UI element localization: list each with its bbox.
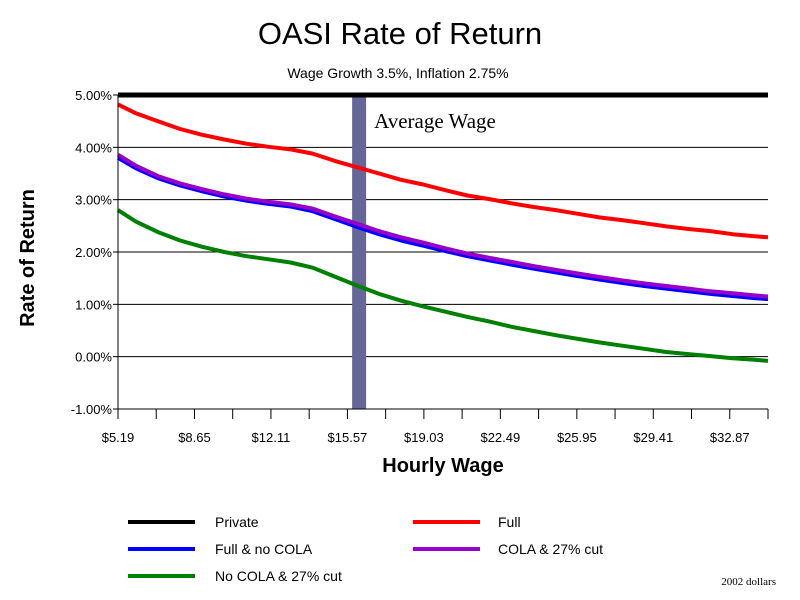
y-tick-label: 0.00% (75, 350, 112, 365)
series-line-cola-27-cut (116, 152, 769, 299)
y-tick-label: 2.00% (75, 245, 112, 260)
average-wage-bar (352, 95, 367, 409)
y-tick-label: 1.00% (75, 297, 112, 312)
legend-label: Full (498, 514, 521, 530)
x-tick-label: $5.19 (102, 430, 135, 445)
legend-label: Full & no COLA (215, 541, 313, 557)
x-tick-label: $8.65 (178, 430, 211, 445)
x-tick-label: $22.49 (480, 430, 520, 445)
average-wage-label: Average Wage (374, 109, 496, 133)
legend: Private Full Full & no COLA COLA & 27% cut N… (128, 514, 603, 584)
x-tick-label: $19.03 (404, 430, 444, 445)
legend-label: Private (215, 514, 259, 530)
x-tick-label: $29.41 (633, 430, 673, 445)
series-lines (116, 92, 769, 363)
chart-subtitle: Wage Growth 3.5%, Inflation 2.75% (287, 65, 508, 81)
x-tick-label: $15.57 (328, 430, 368, 445)
x-tick-label: $25.95 (557, 430, 597, 445)
y-tick-labels: 5.00% 4.00% 3.00% 2.00% 1.00% 0.00% -1.00% (71, 88, 113, 417)
x-tick-label: $32.87 (710, 430, 750, 445)
y-axis-label: Rate of Return (17, 189, 39, 327)
y-tick-label: 3.00% (75, 193, 112, 208)
series-line-full (117, 102, 769, 240)
y-tick-label: 5.00% (75, 88, 112, 103)
series-line-full-no-cola (116, 156, 769, 302)
x-axis-label: Hourly Wage (382, 455, 504, 477)
legend-label: No COLA & 27% cut (215, 568, 342, 584)
x-tick-label: $12.11 (252, 430, 291, 445)
y-tick-label: -1.00% (71, 402, 113, 417)
units-note: 2002 dollars (721, 576, 776, 588)
legend-label: COLA & 27% cut (498, 541, 603, 557)
series-line-no-cola-27-cut (116, 208, 769, 363)
axes (113, 94, 769, 419)
y-tick-label: 4.00% (75, 140, 112, 155)
chart-title: OASI Rate of Return (258, 16, 542, 51)
x-tick-labels: $5.19 $8.65 $12.11 $15.57 $19.03 $22.49 $25.95… (102, 430, 750, 445)
